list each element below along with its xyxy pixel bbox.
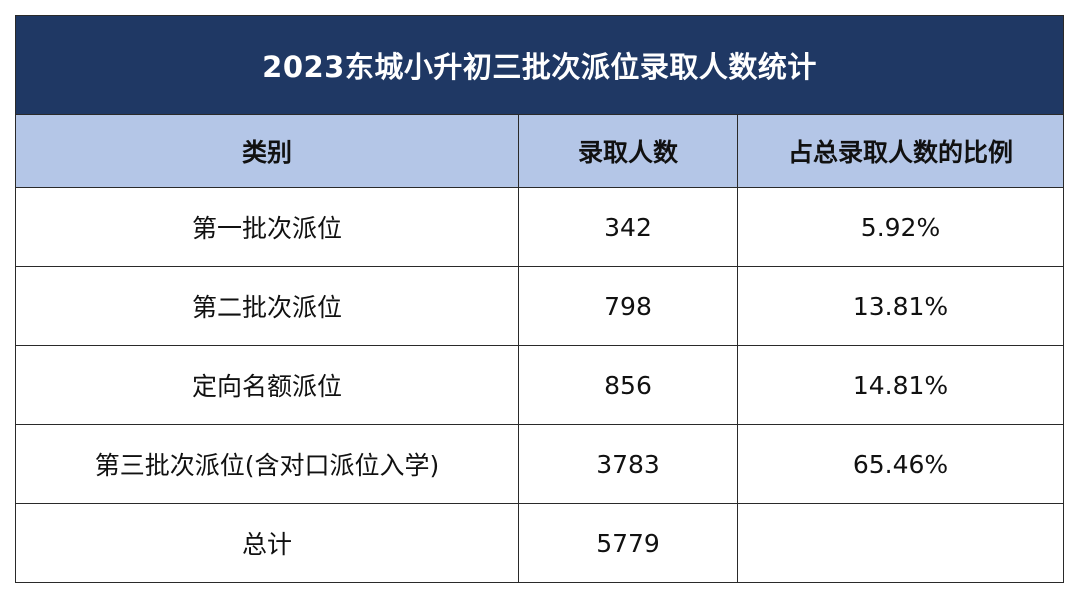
total-row: 总计 5779 (15, 503, 1065, 583)
header-count: 录取人数 (518, 114, 738, 188)
cell-category: 定向名额派位 (15, 345, 519, 425)
table-row: 定向名额派位 856 14.81% (15, 345, 1065, 425)
cell-category: 第二批次派位 (15, 266, 519, 346)
table-title: 2023东城小升初三批次派位录取人数统计 (14, 15, 1065, 115)
cell-ratio: 5.92% (736, 187, 1065, 267)
header-category: 类别 (15, 114, 519, 188)
cell-ratio (736, 503, 1065, 583)
cell-ratio: 65.46% (736, 424, 1065, 504)
admission-stats-table: 2023东城小升初三批次派位录取人数统计 类别 录取人数 占总录取人数的比例 第… (14, 15, 1065, 583)
cell-count: 5779 (518, 503, 738, 583)
cell-count: 856 (518, 345, 738, 425)
cell-count: 798 (518, 266, 738, 346)
table-row: 第三批次派位(含对口派位入学) 3783 65.46% (15, 424, 1065, 504)
table-container: 2023东城小升初三批次派位录取人数统计 类别 录取人数 占总录取人数的比例 第… (14, 15, 1065, 589)
cell-ratio: 13.81% (736, 266, 1065, 346)
title-row: 2023东城小升初三批次派位录取人数统计 (14, 15, 1065, 115)
cell-category: 第一批次派位 (15, 187, 519, 267)
table-row: 第一批次派位 342 5.92% (15, 187, 1065, 267)
cell-category: 第三批次派位(含对口派位入学) (15, 424, 519, 504)
table-row: 第二批次派位 798 13.81% (15, 266, 1065, 346)
cell-count: 3783 (518, 424, 738, 504)
header-row: 类别 录取人数 占总录取人数的比例 (15, 114, 1065, 188)
header-ratio: 占总录取人数的比例 (736, 114, 1065, 188)
cell-count: 342 (518, 187, 738, 267)
cell-ratio: 14.81% (736, 345, 1065, 425)
cell-category: 总计 (15, 503, 519, 583)
